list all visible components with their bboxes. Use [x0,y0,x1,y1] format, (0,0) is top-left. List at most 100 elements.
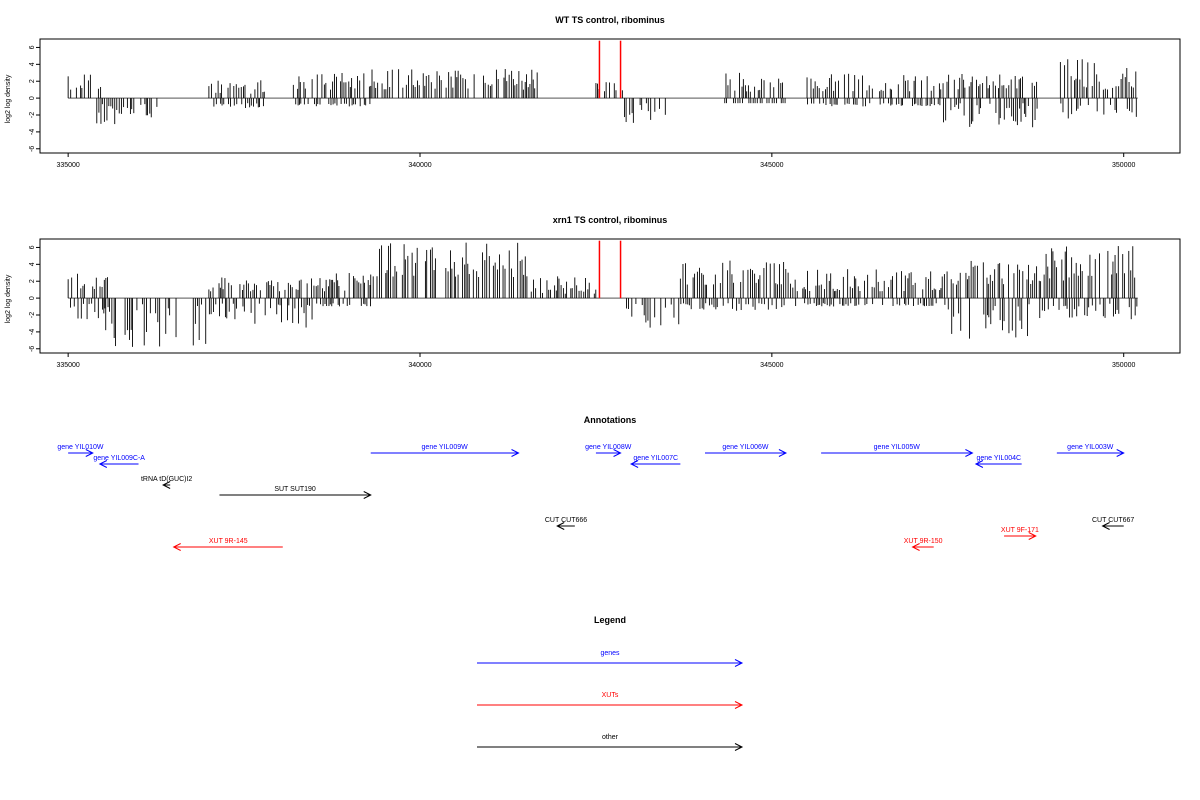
annotation-feature: XUT 9F-171 [1001,527,1039,540]
y-axis: -6 -4 -2 0 2 4 6 [29,245,40,352]
annotation-feature: gene YIL003W [1056,444,1125,457]
annotation-arrow-head [363,491,372,499]
annotation-arrow-head [172,543,181,551]
x-tick-label: 350000 [1112,362,1135,369]
annotation-feature: gene YIL008W [585,444,632,457]
y-tick-label: 0 [29,96,36,100]
annotation-arrow-head [85,449,94,457]
y-axis-label: log2 log density [5,74,12,123]
panel-title: xrn1 TS control, ribominus [553,215,668,225]
annotation-label: gene YIL009C-A [93,455,145,462]
annotation-feature: gene YIL006W [705,444,788,457]
x-tick-label: 345000 [760,162,783,169]
annotation-arrow-head [911,543,920,551]
annotation-label: CUT CUT667 [1092,517,1134,524]
highlight-marks [598,240,622,299]
y-tick-label: 0 [29,296,36,300]
y-tick-label: 2 [29,279,36,283]
annotation-label: CUT CUT666 [545,517,587,524]
y-axis: -6 -4 -2 0 2 4 6 [29,45,40,152]
legend-entry: genes [477,650,744,667]
y-tick-label: 4 [29,62,36,66]
annotation-feature: tRNA tD(GUC)I2 [141,476,192,489]
legend-arrow-head [734,743,744,751]
y-tick-label: -4 [29,329,36,335]
annotation-label: gene YIL006W [722,444,769,451]
annotation-label: gene YIL008W [585,444,632,451]
annotations-title: Annotations [584,415,637,425]
annotation-label: gene YIL010W [57,444,104,451]
y-tick-label: -6 [29,146,36,152]
annotation-feature: gene YIL004C [974,455,1022,468]
density-bars [67,59,1138,128]
annotation-label: gene YIL007C [633,455,678,462]
annotation-arrow-head [613,449,622,457]
x-axis: 335000 340000 345000 350000 [56,153,1135,169]
legend-entry: XUTs [477,692,744,709]
annotation-arrow-head [965,449,974,457]
annotation-items: gene YIL010W gene YIL009C-A tRNA tD(GUC)I2… [57,444,1134,551]
y-tick-label: -2 [29,112,36,118]
legend-arrow-head [734,659,744,667]
annotation-label: XUT 9F-171 [1001,527,1039,534]
wt-density-panel: WT TS control, ribominus log2 log densit… [5,15,1181,169]
annotation-label: tRNA tD(GUC)I2 [141,476,192,483]
annotation-label: XUT 9R-150 [904,538,943,545]
annotation-feature: gene YIL009W [370,444,520,457]
annotation-feature: XUT 9R-145 [172,538,283,551]
y-axis-label: log2 log density [5,274,12,323]
x-tick-label: 335000 [56,162,79,169]
highlight-marks [598,40,622,99]
annotation-feature: gene YIL005W [821,444,974,457]
annotation-label: SUT SUT190 [274,486,316,493]
y-tick-label: 2 [29,79,36,83]
annotations-panel: Annotations gene YIL010W gene YIL009C-A tR… [57,415,1134,551]
x-tick-label: 345000 [760,362,783,369]
y-tick-label: 6 [29,45,36,49]
density-bars [67,242,1138,347]
annotation-arrow-head [1116,449,1125,457]
annotation-arrow-head [162,481,171,489]
annotation-feature: gene YIL009C-A [93,455,145,468]
annotation-arrow-head [629,460,639,468]
annotation-feature: gene YIL007C [629,455,681,468]
annotation-arrow-head [1028,532,1037,540]
x-axis: 335000 340000 345000 350000 [56,353,1135,369]
x-tick-label: 340000 [408,162,431,169]
annotation-feature: gene YIL010W [57,444,104,457]
x-tick-label: 335000 [56,362,79,369]
x-tick-label: 350000 [1112,162,1135,169]
plot-frame [39,238,1181,354]
annotation-label: XUT 9R-145 [209,538,248,545]
plot-frame [39,38,1181,154]
annotation-feature: CUT CUT667 [1092,517,1134,530]
panel-title: WT TS control, ribominus [555,15,665,25]
annotation-feature: CUT CUT666 [545,517,587,530]
annotation-feature: XUT 9R-150 [904,538,943,551]
legend-label: other [602,734,619,741]
annotation-arrow-head [511,449,520,457]
annotation-feature: SUT SUT190 [219,486,372,499]
legend-title: Legend [594,615,626,625]
annotation-arrow-head [1101,522,1110,530]
annotation-label: gene YIL004C [976,455,1021,462]
annotation-label: gene YIL005W [874,444,921,451]
annotation-arrow-head [974,460,984,468]
legend-label: genes [600,650,620,657]
annotation-arrow-head [556,522,565,530]
legend-entry: other [477,734,744,751]
legend: Legend genes XUTs other [477,615,744,751]
legend-items: genes XUTs other [477,650,744,751]
y-tick-label: 4 [29,262,36,266]
annotation-arrow-head [98,460,108,468]
legend-label: XUTs [602,692,619,699]
legend-arrow-head [734,701,744,709]
y-tick-label: -4 [29,129,36,135]
xrn1-density-panel: xrn1 TS control, ribominus log2 log dens… [5,215,1181,369]
y-tick-label: -2 [29,312,36,318]
x-tick-label: 340000 [408,362,431,369]
y-tick-label: -6 [29,346,36,352]
y-tick-label: 6 [29,245,36,249]
annotation-arrow-head [778,449,788,457]
